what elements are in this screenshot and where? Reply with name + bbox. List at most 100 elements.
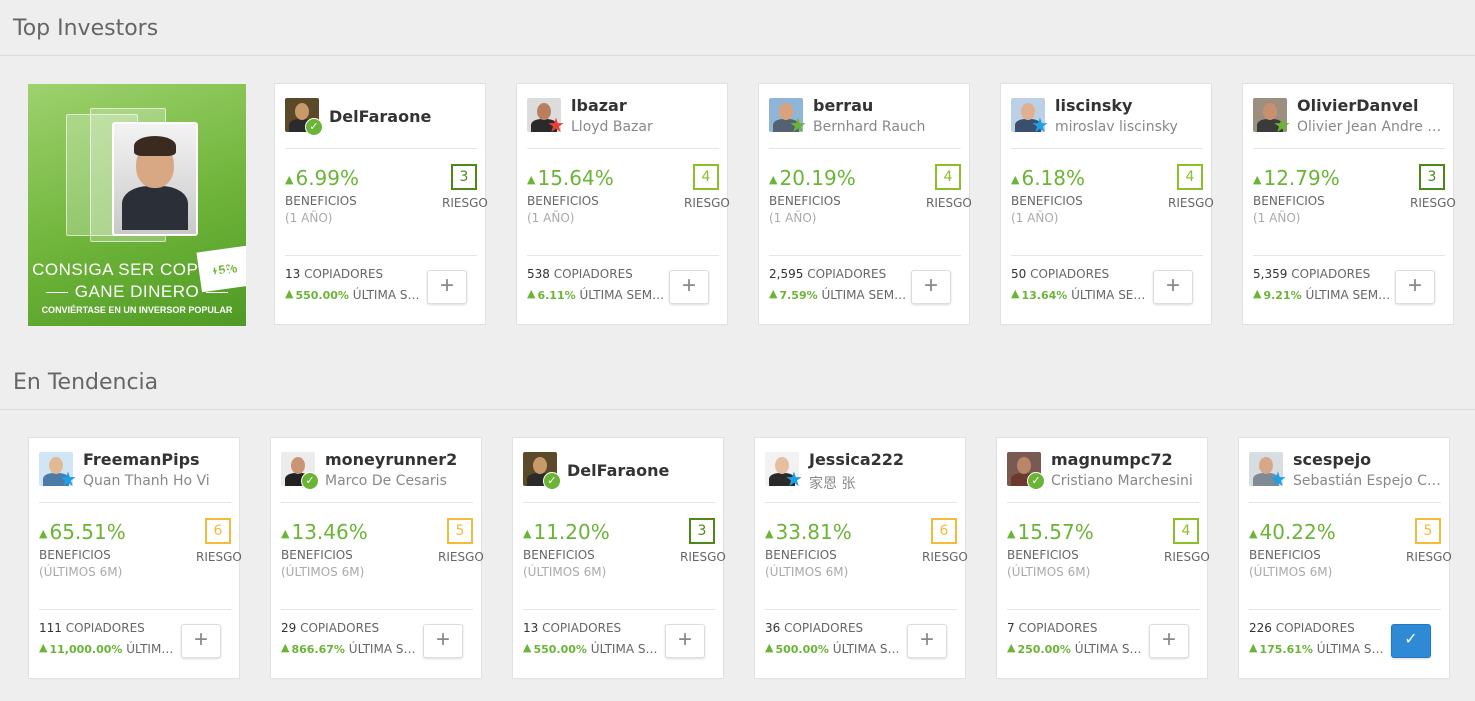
period-label: (ÚLTIMOS 6M) [39,565,123,579]
promo-banner[interactable]: +5% CONSIGA SER COPIADO GANE DINERO CONV… [28,84,246,326]
investor-fullname: Marco De Cesaris [325,473,447,489]
copiers-count: 5,359 COPIADORES [1253,267,1371,281]
investor-card-scespejo[interactable]: ★ scespejo Sebastián Espejo Castillo ▲40… [1238,437,1452,679]
copied-check-button[interactable]: ✓ [1391,624,1431,658]
up-arrow-icon: ▲ [39,527,48,540]
star-red-icon: ★ [547,115,565,137]
weekly-gain: ▲13.64% ÚLTIMA SEMANA [1011,287,1151,302]
copy-investor-button[interactable]: + [427,270,467,304]
up-arrow-icon: ▲ [769,287,778,300]
investor-username[interactable]: scespejo [1293,450,1372,469]
card-divider [285,255,477,256]
investor-username[interactable]: Jessica222 [809,450,905,469]
risk-score: 4 [1177,164,1203,190]
card-divider [523,502,715,503]
avatar[interactable] [39,452,73,486]
star-blue-icon: ★ [59,469,77,491]
gain-value: ▲ 12.79% [1253,166,1340,190]
risk-score: 6 [205,518,231,544]
card-divider [1253,148,1445,149]
up-arrow-icon: ▲ [1007,527,1016,540]
investor-username[interactable]: lbazar [571,96,627,115]
weekly-gain: ▲866.67% ÚLTIMA SEMANA [281,641,421,656]
copy-investor-button[interactable]: + [665,624,705,658]
avatar[interactable] [1011,98,1045,132]
risk-score: 3 [1419,164,1445,190]
copy-investor-button[interactable]: + [423,624,463,658]
investor-card-berrau[interactable]: ★ berrau Bernhard Rauch ▲ 20.19% BENEFICI… [758,83,972,325]
investor-username[interactable]: moneyrunner2 [325,450,458,469]
verified-icon: ✓ [1027,472,1045,490]
up-arrow-icon: ▲ [281,527,290,540]
avatar[interactable] [1249,452,1283,486]
up-arrow-icon: ▲ [1249,527,1258,540]
copy-investor-button[interactable]: + [1149,624,1189,658]
avatar[interactable] [527,98,561,132]
copy-investor-button[interactable]: + [181,624,221,658]
weekly-gain: ▲7.59% ÚLTIMA SEMANA [769,287,909,302]
copiers-count: 538 COPIADORES [527,267,633,281]
copy-investor-button[interactable]: + [669,270,709,304]
card-divider [765,609,957,610]
up-arrow-icon: ▲ [769,173,778,186]
section-title-top-investors: Top Investors [13,16,159,41]
copy-investor-button[interactable]: + [1153,270,1193,304]
investor-username[interactable]: liscinsky [1055,96,1133,115]
copy-investor-button[interactable]: + [907,624,947,658]
card-divider [1007,609,1199,610]
avatar[interactable] [769,98,803,132]
investor-username[interactable]: DelFaraone [567,461,670,480]
card-divider [527,255,719,256]
up-arrow-icon: ▲ [285,173,294,186]
benefits-label: BENEFICIOS [281,548,353,562]
risk-label: RIESGO [926,196,972,210]
up-arrow-icon: ▲ [285,287,294,300]
investor-card-moneyrunner2[interactable]: ✓ moneyrunner2 Marco De Cesaris ▲ 13.46% … [270,437,484,679]
benefits-label: BENEFICIOS [285,194,357,208]
investor-card-delfaraone[interactable]: ✓ DelFaraone ▲ 6.99% BENEFICIOS (1 AÑO) 3… [274,83,488,325]
investor-username[interactable]: OlivierDanvel [1297,96,1419,115]
investor-username[interactable]: DelFaraone [329,107,432,126]
copy-investor-button[interactable]: + [911,270,951,304]
card-divider [769,255,961,256]
promo-subheadline: GANE DINERO [28,282,246,302]
risk-score: 5 [1415,518,1441,544]
card-divider [39,502,231,503]
risk-label: RIESGO [684,196,730,210]
section-title-trending: En Tendencia [13,370,159,395]
avatar[interactable] [1253,98,1287,132]
benefits-label: BENEFICIOS [1011,194,1083,208]
investor-fullname: Bernhard Rauch [813,119,926,135]
avatar[interactable] [765,452,799,486]
investor-card-liscinsky[interactable]: ★ liscinsky miroslav liscinsky ▲ 6.18% BE… [1000,83,1214,325]
risk-label: RIESGO [1406,550,1452,564]
copiers-count: 13 COPIADORES [523,621,622,635]
star-green-icon: ★ [1273,115,1291,137]
risk-score: 6 [931,518,957,544]
investor-username[interactable]: FreemanPips [83,450,200,469]
promo-investor-image [112,122,198,236]
card-divider [1253,255,1445,256]
period-label: (1 AÑO) [769,211,817,225]
investor-card-lbazar[interactable]: ★ lbazar Lloyd Bazar ▲ 15.64% BENEFICIOS … [516,83,730,325]
card-divider [769,148,961,149]
investor-card-magnumpc72[interactable]: ✓ magnumpc72 Cristiano Marchesini ▲ 15.57… [996,437,1210,679]
up-arrow-icon: ▲ [1253,173,1262,186]
promo-headline: CONSIGA SER COPIADO [32,260,242,279]
copy-investor-button[interactable]: + [1395,270,1435,304]
copiers-count: 226 COPIADORES [1249,621,1355,635]
investor-card-freemanpips[interactable]: ★ FreemanPips Quan Thanh Ho Vi ▲ 65.51% B… [28,437,242,679]
card-divider [765,502,957,503]
investor-card-delfaraone[interactable]: ✓ DelFaraone ▲ 11.20% BENEFICIOS (ÚLTIMOS… [512,437,726,679]
risk-score: 4 [935,164,961,190]
gain-value: ▲ 6.99% [285,166,360,190]
investor-username[interactable]: berrau [813,96,874,115]
investor-card-olivierdanvel[interactable]: ★ OlivierDanvel Olivier Jean Andre Danve… [1242,83,1456,325]
investor-username[interactable]: magnumpc72 [1051,450,1173,469]
up-arrow-icon: ▲ [1011,287,1020,300]
star-green-icon: ★ [789,115,807,137]
investor-card-jessica222[interactable]: ★ Jessica222 家恩 张 ▲ 33.81% BENEFICIOS (ÚL… [754,437,968,679]
risk-label: RIESGO [442,196,488,210]
investor-fullname: Quan Thanh Ho Vi [83,473,210,489]
benefits-label: BENEFICIOS [765,548,837,562]
